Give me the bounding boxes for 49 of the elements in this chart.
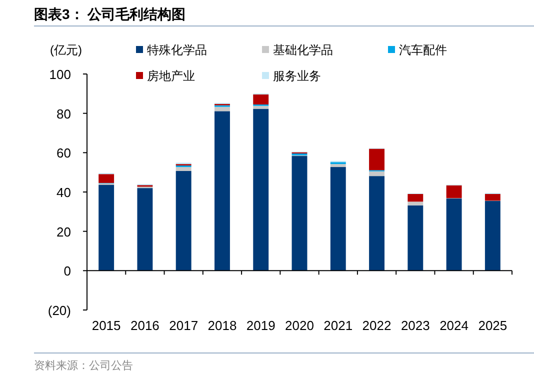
y-tick-label: 20 <box>56 224 71 240</box>
bar <box>408 202 424 206</box>
bar <box>214 106 230 112</box>
y-tick-label: (20) <box>48 303 71 318</box>
y-tick-label: 40 <box>56 185 71 200</box>
bar <box>408 205 424 271</box>
legend-label: 服务业务 <box>273 69 321 83</box>
x-tick-label: 2024 <box>440 318 469 333</box>
bar <box>137 188 153 271</box>
x-tick-label: 2018 <box>208 318 237 333</box>
x-tick-label: 2020 <box>285 318 314 333</box>
legend-label: 房地产业 <box>147 69 195 83</box>
y-axis-title: (亿元) <box>50 43 82 57</box>
bar <box>369 171 384 176</box>
legend-label: 基础化学品 <box>273 43 333 57</box>
x-tick-label: 2021 <box>324 318 353 333</box>
legend-label: 汽车配件 <box>399 43 447 57</box>
bar <box>484 200 500 271</box>
bar <box>484 194 500 201</box>
text: 资料来源：公司公告 <box>34 359 133 372</box>
bar <box>446 198 462 271</box>
bar <box>408 194 424 202</box>
bar <box>292 156 308 271</box>
y-tick-label: 60 <box>56 146 71 161</box>
bar <box>253 94 269 104</box>
bar <box>446 185 462 198</box>
y-tick-label: 80 <box>56 106 71 122</box>
x-tick-label: 2016 <box>130 318 160 333</box>
bar <box>214 111 230 271</box>
x-tick-label: 2022 <box>362 318 392 333</box>
bar <box>176 170 192 271</box>
x-tick-label: 2019 <box>246 318 276 333</box>
bar <box>98 184 114 271</box>
bar <box>176 167 192 171</box>
bar <box>330 164 346 168</box>
bar <box>330 167 346 271</box>
bar <box>369 148 384 170</box>
chart-title: 图表3： 公司毛利结构图 <box>34 6 186 22</box>
bar <box>253 108 269 271</box>
bar <box>253 106 269 109</box>
x-tick-label: 2017 <box>169 318 198 333</box>
legend-label: 特殊化学品 <box>147 43 207 57</box>
y-tick-label: 0 <box>64 264 71 279</box>
x-tick-label: 2015 <box>92 318 121 333</box>
x-tick-label: 2025 <box>478 318 508 333</box>
x-tick-label: 2023 <box>400 318 430 333</box>
bar <box>369 176 384 271</box>
y-tick-label: 100 <box>49 67 71 82</box>
bar <box>98 174 114 183</box>
